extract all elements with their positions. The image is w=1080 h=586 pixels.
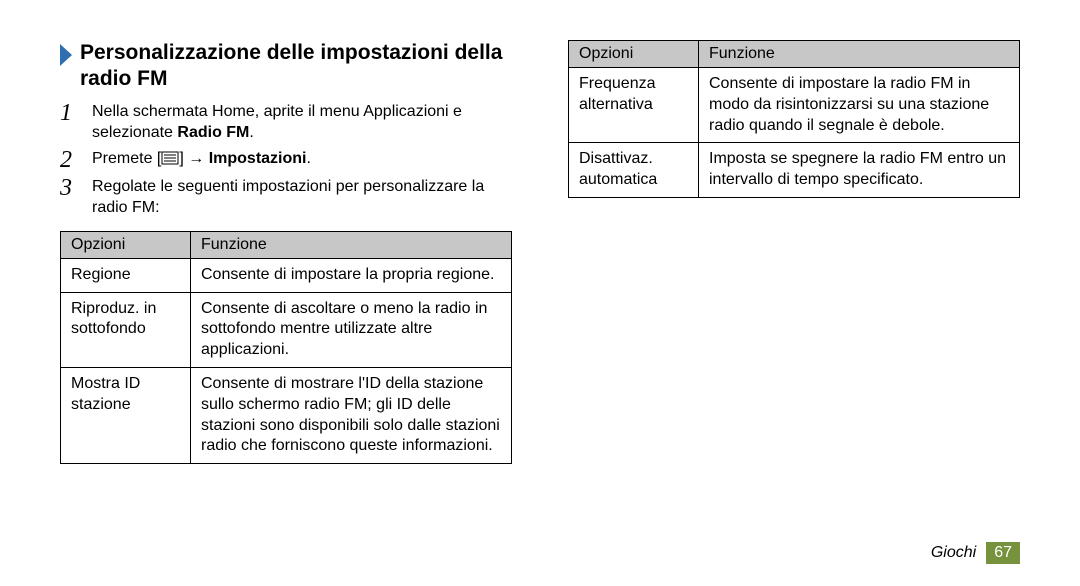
- step-1: 1 Nella schermata Home, aprite il menu A…: [60, 101, 512, 144]
- table-header-function: Funzione: [191, 231, 512, 258]
- option-name: Disattivaz. automatica: [569, 143, 699, 198]
- step-number: 1: [60, 101, 88, 125]
- step-text-mid: ] →: [179, 150, 208, 167]
- options-table-left: Opzioni Funzione Regione Consente di imp…: [60, 231, 512, 464]
- step-bold: Radio FM: [177, 124, 249, 141]
- table-row: Riproduz. in sottofondo Consente di asco…: [61, 292, 512, 367]
- steps-list: 1 Nella schermata Home, aprite il menu A…: [60, 101, 512, 219]
- step-number: 3: [60, 176, 88, 200]
- option-name: Riproduz. in sottofondo: [61, 292, 191, 367]
- manual-page: Personalizzazione delle impostazioni del…: [0, 0, 1080, 586]
- step-body: Premete [ ] → Impostazioni.: [92, 148, 311, 170]
- table-header-options: Opzioni: [569, 41, 699, 68]
- step-bold: Impostazioni: [209, 150, 307, 167]
- step-text-post: .: [249, 124, 253, 141]
- step-text: Regolate le seguenti impostazioni per pe…: [92, 178, 484, 217]
- step-body: Nella schermata Home, aprite il menu App…: [92, 101, 512, 144]
- option-function: Consente di mostrare l'ID della stazione…: [191, 368, 512, 464]
- step-text: Nella schermata Home, aprite il menu App…: [92, 103, 462, 142]
- table-header-row: Opzioni Funzione: [569, 41, 1020, 68]
- left-column: Personalizzazione delle impostazioni del…: [60, 40, 512, 464]
- option-name: Mostra ID stazione: [61, 368, 191, 464]
- footer-page-number: 67: [986, 542, 1020, 564]
- step-text-post: .: [306, 150, 310, 167]
- option-function: Imposta se spegnere la radio FM entro un…: [699, 143, 1020, 198]
- table-header-options: Opzioni: [61, 231, 191, 258]
- page-footer: Giochi 67: [931, 542, 1020, 564]
- section-heading: Personalizzazione delle impostazioni del…: [80, 40, 512, 93]
- table-row: Mostra ID stazione Consente di mostrare …: [61, 368, 512, 464]
- option-name: Regione: [61, 258, 191, 292]
- step-3: 3 Regolate le seguenti impostazioni per …: [60, 176, 512, 219]
- two-column-layout: Personalizzazione delle impostazioni del…: [60, 40, 1020, 464]
- option-function: Consente di ascoltare o meno la radio in…: [191, 292, 512, 367]
- table-row: Disattivaz. automatica Imposta se spegne…: [569, 143, 1020, 198]
- table-header-row: Opzioni Funzione: [61, 231, 512, 258]
- option-function: Consente di impostare la radio FM in mod…: [699, 68, 1020, 143]
- menu-icon: [161, 151, 179, 165]
- table-row: Frequenza alternativa Consente di impost…: [569, 68, 1020, 143]
- step-number: 2: [60, 148, 88, 172]
- right-column: Opzioni Funzione Frequenza alternativa C…: [568, 40, 1020, 464]
- chevron-right-icon: [60, 44, 74, 66]
- option-name: Frequenza alternativa: [569, 68, 699, 143]
- step-2: 2 Premete [ ] → Impostazioni.: [60, 148, 512, 172]
- step-text: Premete [: [92, 150, 161, 167]
- option-function: Consente di impostare la propria regione…: [191, 258, 512, 292]
- section-heading-row: Personalizzazione delle impostazioni del…: [60, 40, 512, 93]
- options-table-right: Opzioni Funzione Frequenza alternativa C…: [568, 40, 1020, 198]
- footer-section-name: Giochi: [931, 544, 976, 562]
- table-header-function: Funzione: [699, 41, 1020, 68]
- table-row: Regione Consente di impostare la propria…: [61, 258, 512, 292]
- step-body: Regolate le seguenti impostazioni per pe…: [92, 176, 512, 219]
